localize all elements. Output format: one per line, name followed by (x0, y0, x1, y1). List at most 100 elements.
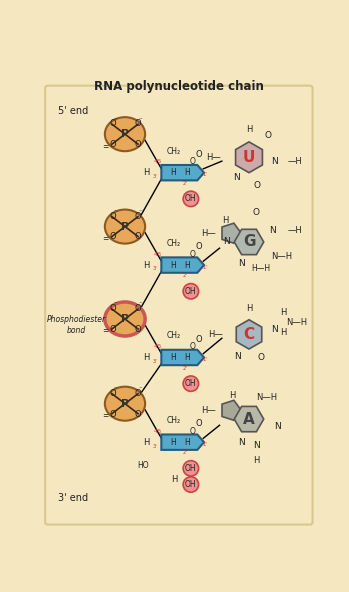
Ellipse shape (105, 117, 145, 151)
Polygon shape (222, 400, 241, 420)
Text: ⁻: ⁻ (139, 387, 142, 392)
Text: 3': 3' (153, 443, 158, 449)
Text: 3': 3' (153, 266, 158, 271)
Text: O: O (134, 140, 141, 149)
FancyBboxPatch shape (45, 86, 313, 525)
Text: —H: —H (288, 157, 303, 166)
Text: G: G (243, 234, 255, 249)
Text: O: O (195, 334, 202, 343)
Text: O: O (134, 119, 141, 128)
Text: N—H: N—H (286, 318, 307, 327)
Text: H: H (184, 437, 190, 447)
Text: =: = (102, 326, 109, 336)
Text: O: O (190, 157, 195, 166)
Text: N: N (223, 237, 230, 246)
Text: O: O (195, 419, 202, 428)
Text: H: H (171, 437, 176, 447)
Text: H: H (280, 308, 286, 317)
Text: H: H (171, 260, 176, 269)
Text: HO: HO (137, 461, 149, 470)
Text: O: O (109, 140, 116, 149)
Text: H—: H— (206, 153, 221, 162)
Text: OH: OH (185, 194, 197, 204)
Text: N: N (233, 173, 240, 182)
Text: H—: H— (201, 229, 216, 238)
Text: H: H (246, 125, 252, 134)
Polygon shape (161, 258, 204, 273)
Text: O: O (109, 389, 116, 398)
Text: P: P (121, 314, 129, 324)
Text: 4'5: 4'5 (154, 252, 162, 257)
Text: O: O (109, 325, 116, 334)
Text: H: H (171, 475, 177, 484)
Text: ⁻: ⁻ (139, 210, 142, 215)
Text: 4'5: 4'5 (154, 344, 162, 349)
Text: OH: OH (185, 480, 197, 489)
Circle shape (183, 477, 199, 492)
Text: =: = (102, 234, 109, 243)
Text: O: O (190, 427, 195, 436)
Text: O: O (134, 233, 141, 242)
Text: O: O (134, 212, 141, 221)
Text: H: H (143, 260, 149, 269)
Text: O: O (134, 410, 141, 419)
Text: 5' end: 5' end (58, 106, 88, 116)
Text: O: O (109, 212, 116, 221)
Text: H: H (253, 456, 260, 465)
Text: 2': 2' (183, 181, 188, 186)
Text: Phosphodiester
bond: Phosphodiester bond (47, 316, 106, 335)
Polygon shape (236, 142, 262, 173)
Text: CH₂: CH₂ (167, 332, 181, 340)
Text: 2': 2' (183, 274, 188, 278)
Text: O: O (109, 304, 116, 313)
Text: P: P (121, 221, 129, 231)
Polygon shape (222, 223, 241, 243)
Text: ⁻: ⁻ (139, 117, 142, 123)
Circle shape (183, 376, 199, 391)
Polygon shape (161, 435, 204, 450)
Polygon shape (234, 229, 264, 255)
Text: 1': 1' (202, 442, 207, 447)
Text: ⁻: ⁻ (114, 117, 118, 123)
Text: ⁻: ⁻ (114, 387, 118, 392)
Text: O: O (134, 325, 141, 334)
Text: 3' end: 3' end (58, 493, 88, 503)
Text: 3': 3' (153, 174, 158, 179)
Text: N: N (238, 259, 245, 268)
Text: H: H (280, 329, 286, 337)
Polygon shape (234, 407, 264, 432)
Text: OH: OH (185, 287, 197, 296)
Ellipse shape (105, 387, 145, 421)
Text: ⁻: ⁻ (139, 302, 142, 308)
Text: O: O (195, 150, 202, 159)
Circle shape (183, 191, 199, 207)
Text: N: N (271, 326, 278, 334)
Text: RNA polynucleotide chain: RNA polynucleotide chain (94, 81, 264, 94)
Text: 2': 2' (183, 451, 188, 455)
Text: N—H: N—H (256, 392, 277, 401)
Text: =: = (102, 411, 109, 420)
Text: H: H (143, 353, 149, 362)
Text: U: U (243, 150, 255, 165)
Text: O: O (134, 389, 141, 398)
Text: H: H (184, 353, 190, 362)
Text: OH: OH (185, 379, 197, 388)
Text: O: O (264, 131, 271, 140)
Text: O: O (109, 410, 116, 419)
Text: OH: OH (185, 464, 197, 473)
Text: 1': 1' (202, 358, 207, 362)
Text: H: H (184, 260, 190, 269)
Polygon shape (161, 350, 204, 365)
Text: 3': 3' (153, 359, 158, 364)
Text: O: O (253, 208, 260, 217)
Text: H: H (171, 353, 176, 362)
Text: N: N (238, 438, 245, 447)
Text: N: N (253, 441, 260, 450)
Text: H—: H— (208, 330, 223, 339)
Text: CH₂: CH₂ (167, 416, 181, 425)
Text: P: P (121, 129, 129, 139)
Text: H: H (222, 216, 229, 225)
Text: H: H (143, 168, 149, 177)
Text: =: = (102, 141, 109, 150)
Polygon shape (236, 320, 262, 349)
